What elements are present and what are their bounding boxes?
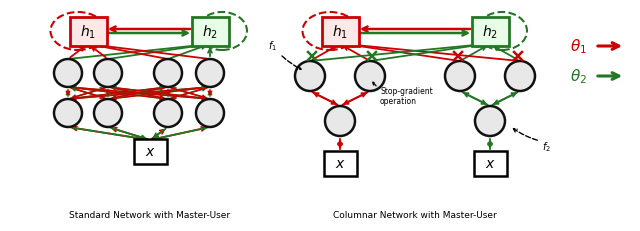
Text: $x$: $x$ (145, 144, 156, 158)
Circle shape (154, 60, 182, 88)
Text: $f_1$: $f_1$ (268, 39, 277, 53)
Circle shape (445, 62, 475, 92)
Text: $h_1$: $h_1$ (80, 23, 96, 40)
FancyBboxPatch shape (70, 17, 106, 46)
Circle shape (355, 62, 385, 92)
Text: $h_1$: $h_1$ (332, 23, 348, 40)
Circle shape (505, 62, 535, 92)
Circle shape (475, 106, 505, 137)
FancyBboxPatch shape (472, 17, 509, 46)
FancyBboxPatch shape (474, 151, 506, 176)
Circle shape (94, 100, 122, 128)
FancyBboxPatch shape (191, 17, 228, 46)
Text: Columnar Network with Master-User: Columnar Network with Master-User (333, 210, 497, 219)
Text: Standard Network with Master-User: Standard Network with Master-User (69, 210, 230, 219)
Text: $h_2$: $h_2$ (482, 23, 498, 40)
Text: $f_2$: $f_2$ (542, 139, 551, 153)
FancyBboxPatch shape (134, 139, 166, 164)
Text: $\theta_2$: $\theta_2$ (570, 67, 587, 86)
Text: $h_2$: $h_2$ (202, 23, 218, 40)
Circle shape (325, 106, 355, 137)
Text: $x$: $x$ (484, 156, 495, 170)
Circle shape (295, 62, 325, 92)
Text: $x$: $x$ (335, 156, 346, 170)
Circle shape (196, 60, 224, 88)
FancyBboxPatch shape (321, 17, 358, 46)
Circle shape (154, 100, 182, 128)
Text: $\theta_1$: $\theta_1$ (570, 37, 587, 56)
FancyBboxPatch shape (323, 151, 356, 176)
Circle shape (54, 60, 82, 88)
Circle shape (54, 100, 82, 128)
Text: Stop-gradient
operation: Stop-gradient operation (380, 87, 433, 106)
Circle shape (94, 60, 122, 88)
Circle shape (196, 100, 224, 128)
